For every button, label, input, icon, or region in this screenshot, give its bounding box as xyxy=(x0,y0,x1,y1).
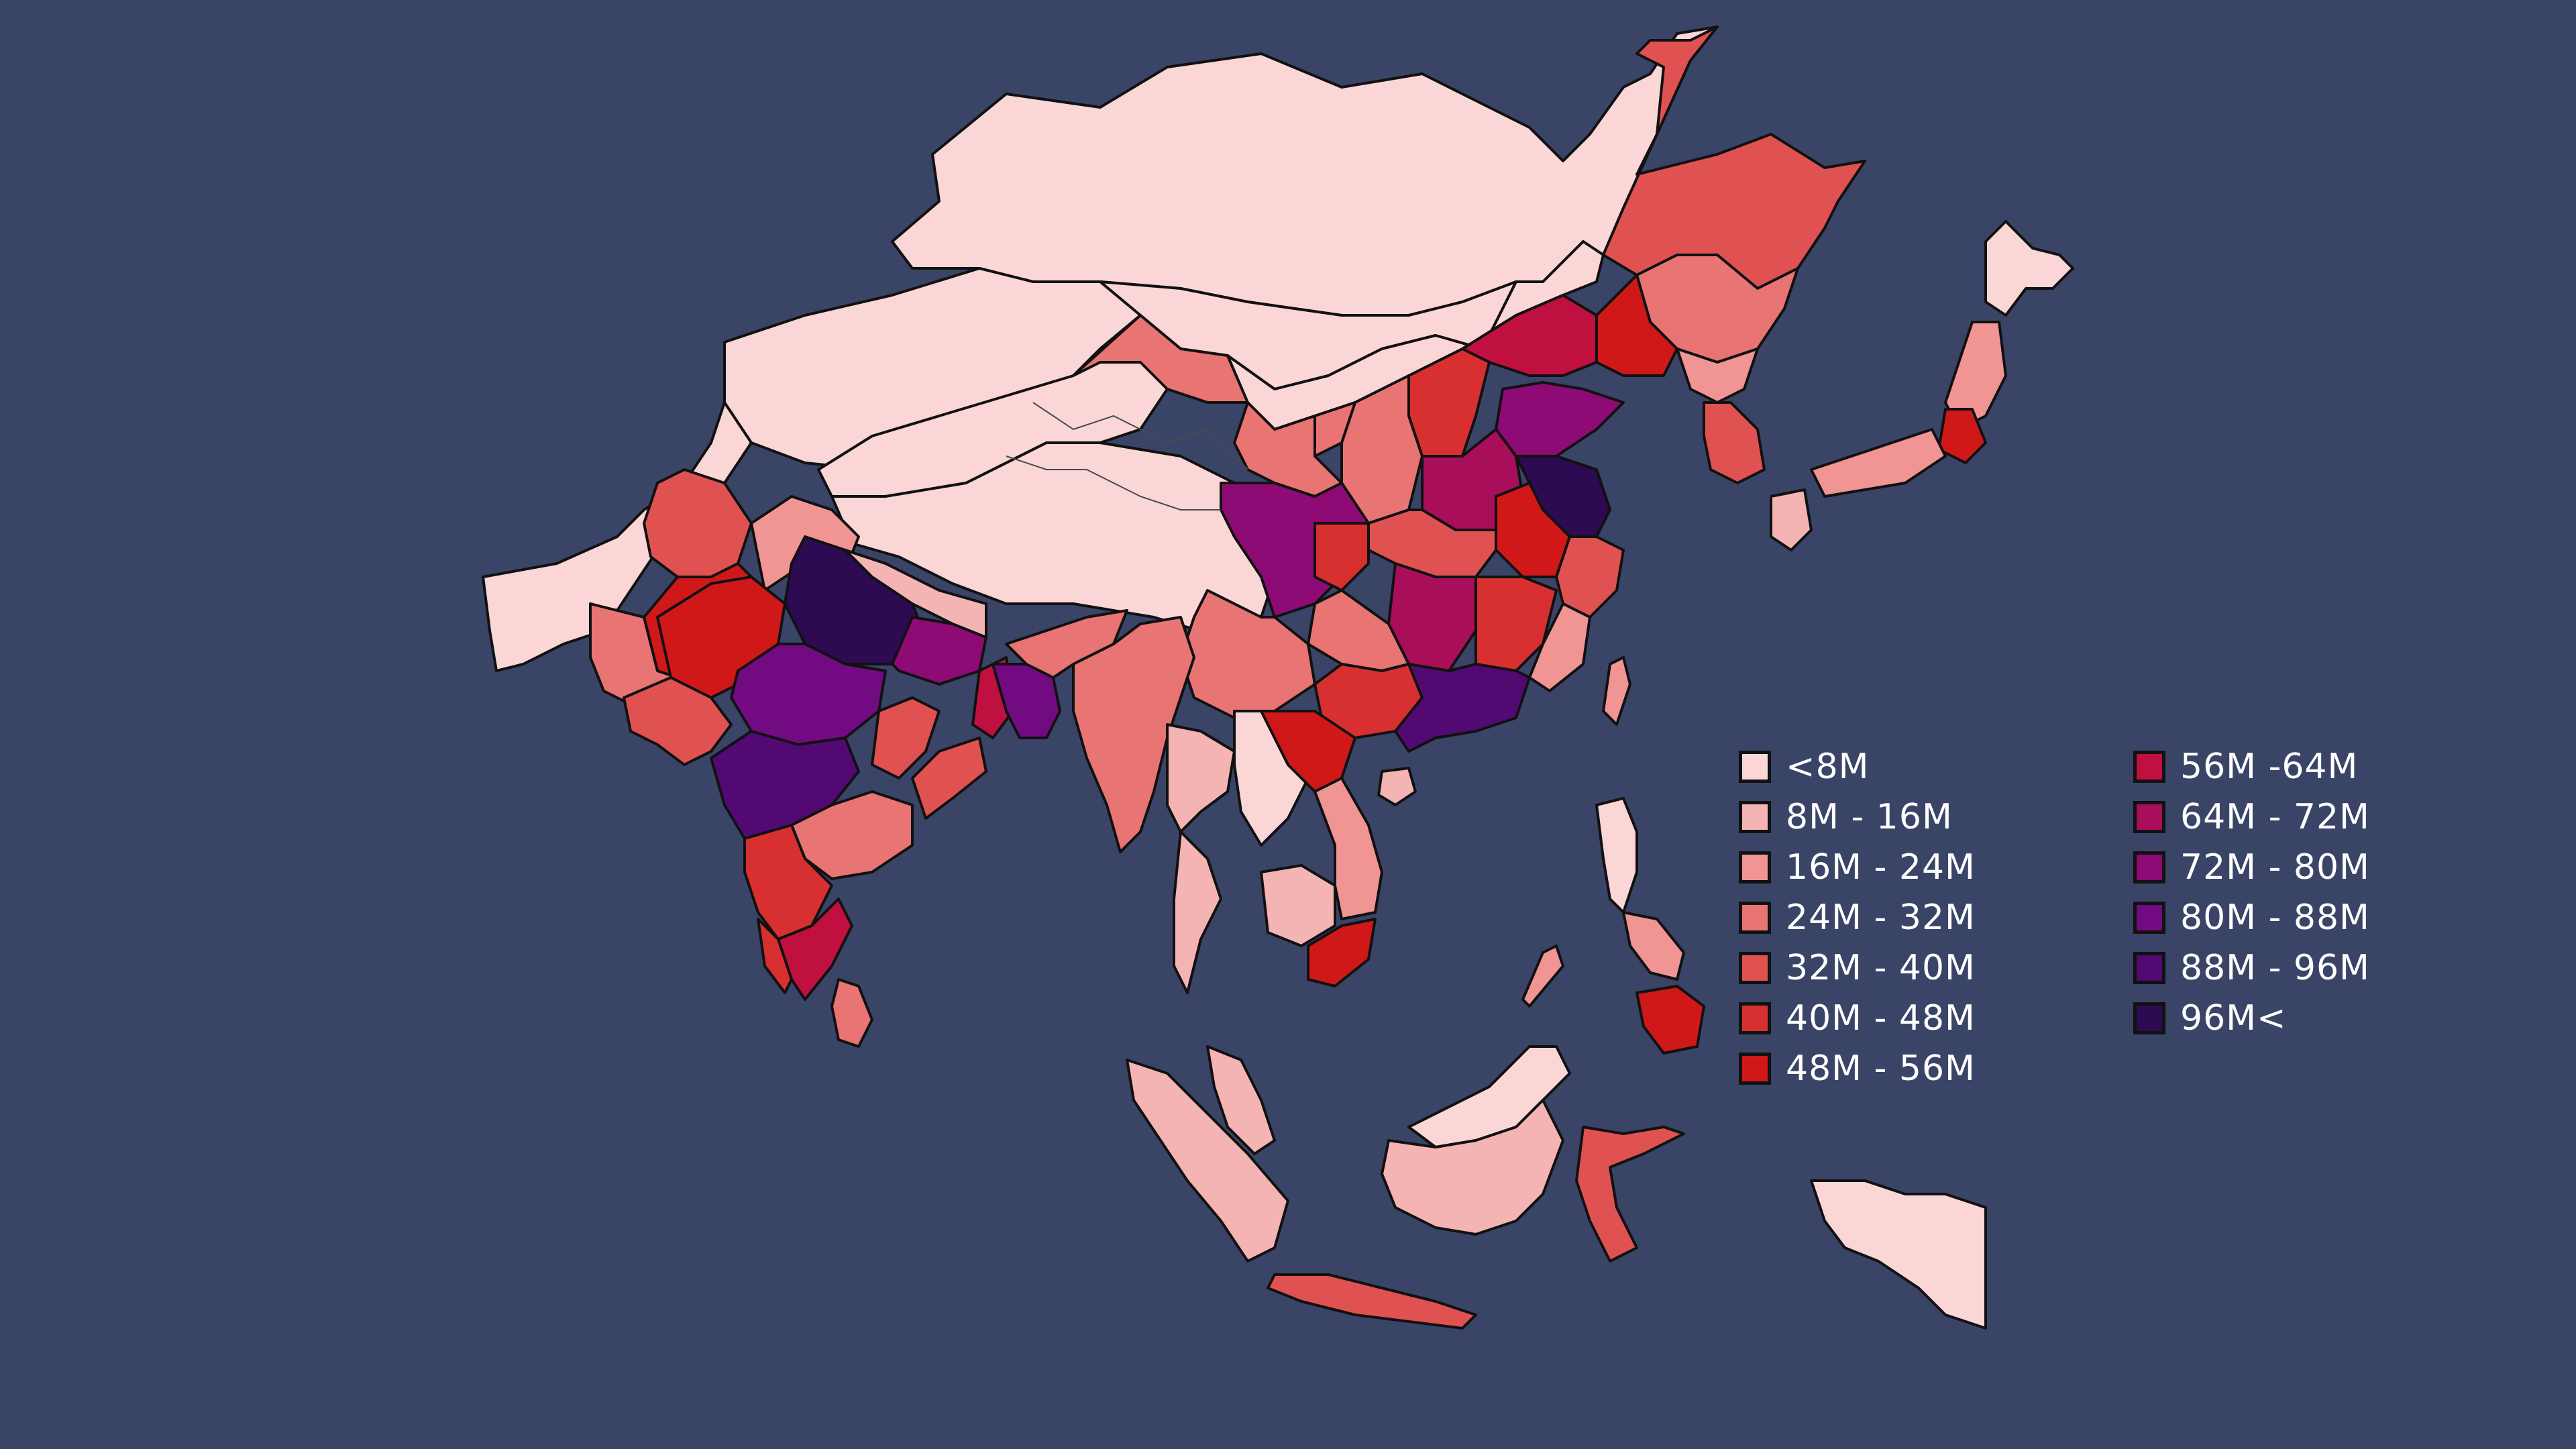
region-nepal xyxy=(844,549,987,639)
region-telangana-andhra xyxy=(790,790,914,880)
legend-item: <8M xyxy=(1739,741,1976,792)
legend-label: 8M - 16M xyxy=(1786,796,1953,837)
legend-item: 56M -64M xyxy=(2133,741,2370,792)
legend-label: 88M - 96M xyxy=(2180,947,2370,988)
region-cambodia xyxy=(1260,864,1336,947)
legend-item: 16M - 24M xyxy=(1739,842,1976,892)
region-thailand-north xyxy=(1166,723,1236,833)
region-jiangxi xyxy=(1474,576,1558,672)
region-hokkaido xyxy=(1984,220,2074,317)
legend-label: 80M - 88M xyxy=(2180,897,2370,938)
region-philippines-visayas xyxy=(1622,911,1685,981)
legend-item: 72M - 80M xyxy=(2133,842,2370,892)
region-gansu xyxy=(1072,314,1249,404)
region-sri-lanka xyxy=(830,978,873,1048)
legend-left: <8M 8M - 16M 16M - 24M 24M - 32M 32M - 4… xyxy=(1739,741,1976,1093)
legend-swatch xyxy=(1739,800,1771,833)
region-myanmar xyxy=(1072,616,1195,853)
legend-swatch xyxy=(2133,800,2165,833)
region-philippines-palawan xyxy=(1521,945,1564,1008)
region-pakistan-north xyxy=(643,468,753,578)
legend-item: 88M - 96M xyxy=(2133,943,2370,993)
region-gujarat xyxy=(623,676,733,766)
legend-label: <8M xyxy=(1786,746,1870,787)
legend-swatch xyxy=(2133,851,2165,883)
legend-label: 96M< xyxy=(2180,998,2287,1038)
legend-swatch xyxy=(1739,901,1771,934)
legend-item: 64M - 72M xyxy=(2133,792,2370,842)
region-liaoning xyxy=(1595,274,1678,377)
region-thailand-south xyxy=(1173,830,1222,994)
legend-item: 48M - 56M xyxy=(1739,1043,1976,1093)
legend-label: 24M - 32M xyxy=(1786,897,1976,938)
region-maharashtra xyxy=(710,730,860,840)
legend-label: 72M - 80M xyxy=(2180,847,2370,888)
legend-swatch xyxy=(1739,750,1771,783)
legend-swatch xyxy=(1739,851,1771,883)
legend-item: 32M - 40M xyxy=(1739,943,1976,993)
legend-swatch xyxy=(1739,1002,1771,1034)
legend-item: 96M< xyxy=(2133,993,2370,1043)
legend-item: 40M - 48M xyxy=(1739,993,1976,1043)
region-chongqing xyxy=(1313,522,1370,592)
region-papua xyxy=(1810,1179,1987,1330)
legend-label: 16M - 24M xyxy=(1786,847,1976,888)
region-philippines-luzon xyxy=(1595,797,1638,914)
region-honshu-west xyxy=(1810,428,1947,498)
legend-right: 56M -64M 64M - 72M 72M - 80M 80M - 88M 8… xyxy=(2133,741,2370,1043)
region-odisha xyxy=(911,737,987,820)
region-beijing-hebei xyxy=(1461,294,1598,377)
region-shandong xyxy=(1495,381,1625,458)
legend-swatch xyxy=(2133,1002,2165,1034)
region-java xyxy=(1267,1273,1477,1330)
region-vietnam-central xyxy=(1313,777,1383,920)
legend-item: 80M - 88M xyxy=(2133,892,2370,943)
legend-label: 64M - 72M xyxy=(2180,796,2370,837)
region-vietnam-south xyxy=(1307,918,1377,987)
region-south-korea xyxy=(1703,401,1766,484)
region-tamil-nadu xyxy=(777,898,853,1001)
region-philippines-mindanao xyxy=(1635,985,1705,1055)
region-north-korea xyxy=(1676,347,1759,404)
region-hainan xyxy=(1377,767,1417,806)
legend-label: 56M -64M xyxy=(2180,746,2359,787)
region-taiwan xyxy=(1602,656,1631,726)
region-borneo-south xyxy=(1381,1099,1564,1236)
legend-item: 8M - 16M xyxy=(1739,792,1976,842)
region-malaysia-peninsula xyxy=(1206,1045,1276,1155)
province-border-line xyxy=(1032,402,1248,470)
legend-label: 48M - 56M xyxy=(1786,1048,1976,1089)
legend-label: 32M - 40M xyxy=(1786,947,1976,988)
region-kerala xyxy=(757,918,793,994)
legend-swatch xyxy=(2133,750,2165,783)
region-kyushu xyxy=(1770,488,1813,551)
region-sumatra xyxy=(1126,1059,1289,1263)
legend-item: 24M - 32M xyxy=(1739,892,1976,943)
legend-label: 40M - 48M xyxy=(1786,998,1976,1038)
legend-swatch xyxy=(2133,901,2165,934)
legend-swatch xyxy=(1739,951,1771,984)
region-sulawesi xyxy=(1575,1126,1685,1263)
region-guangdong xyxy=(1394,663,1531,753)
region-hubei xyxy=(1367,508,1497,578)
legend-swatch xyxy=(1739,1052,1771,1085)
legend-swatch xyxy=(2133,951,2165,984)
province-border-line xyxy=(1006,455,1221,511)
region-chhattisgarh xyxy=(871,696,941,780)
